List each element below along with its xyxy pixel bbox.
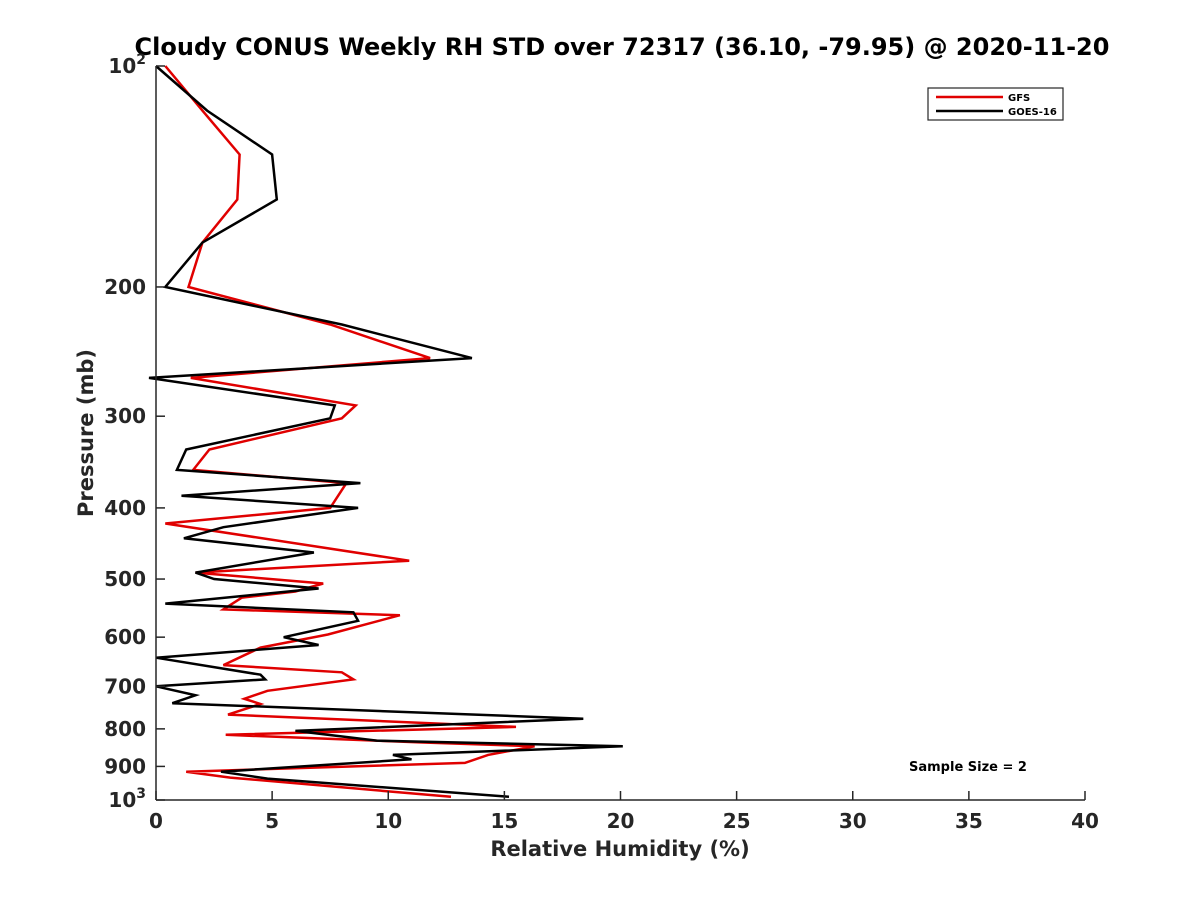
series-line-goes16 bbox=[148, 65, 623, 799]
x-tick-label: 15 bbox=[490, 809, 518, 833]
legend-box bbox=[927, 87, 1064, 121]
x-tick-label: 5 bbox=[265, 809, 279, 833]
series-line-gfs bbox=[164, 65, 535, 799]
x-axis-label: Relative Humidity (%) bbox=[490, 837, 749, 861]
x-tick-label: 10 bbox=[374, 809, 402, 833]
legend-label-gfs: GFS bbox=[1008, 93, 1030, 104]
x-tick-label: 25 bbox=[723, 809, 751, 833]
y-tick-label: 200 bbox=[104, 275, 146, 299]
x-tick-label: 40 bbox=[1071, 809, 1099, 833]
legend: GFS GOES-16 bbox=[927, 87, 1064, 121]
y-tick-label: 400 bbox=[104, 496, 146, 520]
chart-title: Cloudy CONUS Weekly RH STD over 72317 (3… bbox=[135, 33, 1110, 61]
legend-label-goes16: GOES-16 bbox=[1008, 107, 1057, 118]
x-tick-label: 0 bbox=[149, 809, 163, 833]
y-tick-label: 800 bbox=[104, 717, 146, 741]
x-tick-label: 30 bbox=[839, 809, 867, 833]
y-tick-label: 500 bbox=[104, 567, 146, 591]
y-tick-label: 600 bbox=[104, 625, 146, 649]
y-tick-label: 300 bbox=[104, 404, 146, 428]
plot-lines bbox=[148, 65, 623, 799]
x-axis-ticks: 0 5 10 15 20 25 30 35 40 bbox=[149, 791, 1099, 833]
y-tick-label: 900 bbox=[104, 754, 146, 778]
sample-size-annotation: Sample Size = 2 bbox=[909, 760, 1027, 775]
x-tick-label: 20 bbox=[607, 809, 635, 833]
y-tick-label: 700 bbox=[104, 674, 146, 698]
y-axis-label: Pressure (mb) bbox=[74, 349, 98, 517]
x-tick-label: 35 bbox=[955, 809, 983, 833]
